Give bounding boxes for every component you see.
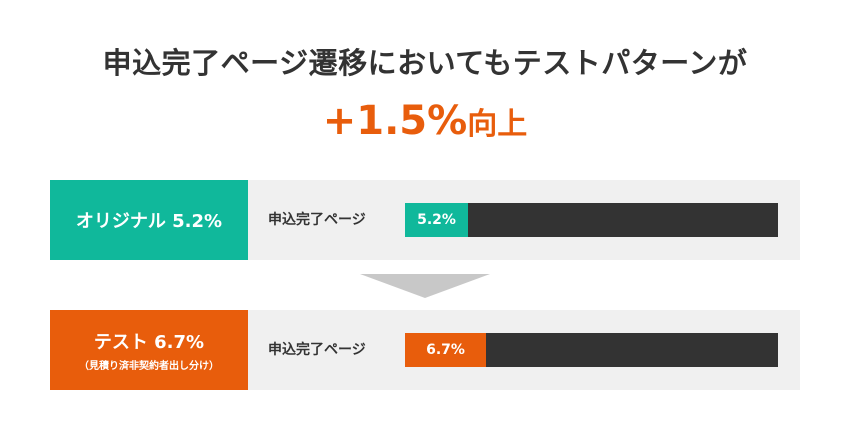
bar-fill-test [405,333,486,367]
bar-panel: 申込完了ページ 6.7% [248,310,800,390]
series-badge-label: テスト 6.7% [93,332,205,353]
category-label: 申込完了ページ [268,212,366,228]
series-badge-test: テスト 6.7% （見積り済非契約者出し分け） [50,310,248,390]
bar-fill-original [405,203,468,237]
bar-panel: 申込完了ページ 5.2% [248,180,800,260]
series-badge-original: オリジナル 5.2% [50,180,248,260]
uplift-suffix: 向上 [467,107,528,142]
series-badge-sublabel: （見積り済非契約者出し分け） [79,361,219,372]
bar-row-test: テスト 6.7% （見積り済非契約者出し分け） 申込完了ページ 6.7% [50,310,800,390]
down-arrow-icon [360,274,490,298]
series-badge-label: オリジナル 5.2% [75,211,223,232]
bar-track: 6.7% [405,333,778,367]
bar-row-original: オリジナル 5.2% 申込完了ページ 5.2% [50,180,800,260]
headline: 申込完了ページ遷移においてもテストパターンが [102,46,748,80]
bar-value-label: 6.7% [426,342,465,358]
uplift-callout: +1.5%向上 [0,98,850,144]
bar-value-label: 5.2% [417,212,456,228]
uplift-value: +1.5% [322,98,468,144]
category-label: 申込完了ページ [268,342,366,358]
bar-track: 5.2% [405,203,778,237]
